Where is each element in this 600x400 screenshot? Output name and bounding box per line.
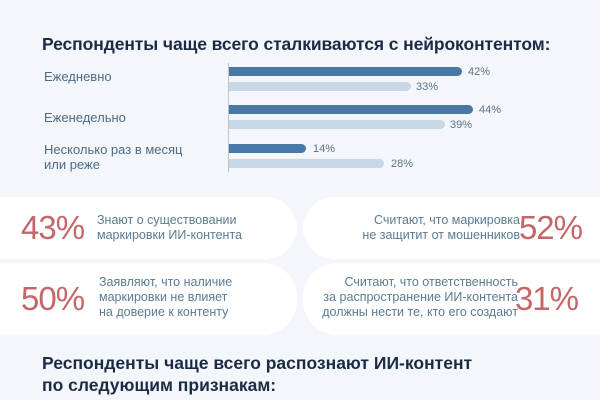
stat-line: Считают, что ответственность xyxy=(344,275,518,289)
stat-line: за распространение ИИ-контента xyxy=(323,290,518,304)
stat-line: маркировки не влияет xyxy=(99,290,228,304)
recognition-title-line: Респонденты чаще всего распознают ИИ-кон… xyxy=(42,353,473,373)
value-label: 42% xyxy=(468,66,491,78)
value-label: 28% xyxy=(391,158,414,170)
stat-card-fraud: Считают, что маркировка не защитит от мо… xyxy=(303,197,600,259)
category-label-weekly: Еженедельно xyxy=(44,110,126,125)
stat-card-awareness: 43% Знают о существовании маркировки ИИ-… xyxy=(0,197,297,259)
bar-monthly-series1 xyxy=(229,144,306,153)
category-label-monthly: Несколько раз в месяц или реже xyxy=(44,142,183,172)
stat-line: Заявляют, что наличие xyxy=(99,275,233,289)
bar-daily-series2 xyxy=(229,82,411,91)
stat-percent: 43% xyxy=(21,209,85,246)
chart-axis xyxy=(228,63,229,172)
bar-monthly-series2 xyxy=(229,159,384,168)
category-label-line: или реже xyxy=(44,157,100,172)
category-label-daily: Ежедневно xyxy=(44,69,112,84)
recognition-title-line: по следующим признакам: xyxy=(42,375,277,395)
bar-daily-series1 xyxy=(229,67,462,76)
stat-line: не защитит от мошенников xyxy=(362,228,520,242)
stat-percent: 52% xyxy=(518,209,583,246)
stat-description: Считают, что ответственность за распрост… xyxy=(322,275,518,320)
stat-card-trust: 50% Заявляют, что наличие маркировки не … xyxy=(0,263,297,335)
bar-weekly-series2 xyxy=(229,120,445,129)
stat-description: Считают, что маркировка не защитит от мо… xyxy=(362,213,520,243)
category-label-line: Несколько раз в месяц xyxy=(44,142,183,157)
value-label: 39% xyxy=(450,119,473,131)
stat-line: Знают о существовании xyxy=(97,213,237,227)
bar-weekly-series1 xyxy=(229,105,473,114)
stat-line: маркировки ИИ-контента xyxy=(97,228,242,242)
stat-line: Считают, что маркировка xyxy=(373,213,520,227)
value-label: 44% xyxy=(479,104,502,116)
stat-line: на доверие к контенту xyxy=(99,305,229,319)
stat-description: Знают о существовании маркировки ИИ-конт… xyxy=(97,213,242,243)
stat-percent: 31% xyxy=(514,280,579,317)
frequency-bar-chart: Ежедневно Еженедельно Несколько раз в ме… xyxy=(0,0,600,190)
stat-percent: 50% xyxy=(21,280,85,317)
value-label: 33% xyxy=(416,81,439,93)
stat-line: должны нести те, кто его создают xyxy=(322,305,518,319)
chart-title: Респонденты чаще всего сталкиваются с не… xyxy=(42,34,551,54)
recognition-title: Респонденты чаще всего распознают ИИ-кон… xyxy=(42,352,472,396)
stat-description: Заявляют, что наличие маркировки не влия… xyxy=(99,275,232,320)
value-label: 14% xyxy=(313,143,336,155)
stat-card-responsibility: Считают, что ответственность за распрост… xyxy=(303,263,600,335)
